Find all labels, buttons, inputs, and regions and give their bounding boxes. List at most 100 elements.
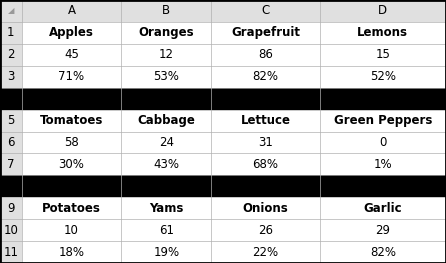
Bar xyxy=(121,88,211,110)
Bar xyxy=(121,44,211,66)
Bar xyxy=(121,241,211,263)
Bar xyxy=(320,132,446,153)
Text: Cabbage: Cabbage xyxy=(137,114,195,127)
Bar xyxy=(0,132,22,153)
Bar xyxy=(320,22,446,44)
Bar xyxy=(22,197,121,219)
Text: Grapefruit: Grapefruit xyxy=(231,26,300,39)
Bar xyxy=(211,0,320,22)
Bar xyxy=(0,175,22,197)
Bar xyxy=(211,219,320,241)
Text: 30%: 30% xyxy=(58,158,84,171)
Text: 52%: 52% xyxy=(370,70,396,83)
Text: A: A xyxy=(67,4,75,17)
Bar xyxy=(320,197,446,219)
Bar xyxy=(320,219,446,241)
Text: 0: 0 xyxy=(379,136,387,149)
Text: 82%: 82% xyxy=(370,246,396,259)
Bar xyxy=(121,110,211,132)
Text: 45: 45 xyxy=(64,48,79,61)
Text: Apples: Apples xyxy=(49,26,94,39)
Text: 7: 7 xyxy=(7,158,15,171)
Bar xyxy=(0,153,22,175)
Bar xyxy=(320,241,446,263)
Bar xyxy=(121,219,211,241)
Bar xyxy=(211,88,320,110)
Bar xyxy=(320,175,446,197)
Bar xyxy=(22,88,121,110)
Text: 86: 86 xyxy=(258,48,273,61)
Bar xyxy=(0,0,22,22)
Text: 11: 11 xyxy=(3,246,18,259)
Bar xyxy=(22,0,121,22)
Text: 29: 29 xyxy=(376,224,390,237)
Text: 5: 5 xyxy=(7,114,15,127)
Text: 18%: 18% xyxy=(58,246,84,259)
Bar xyxy=(22,175,121,197)
Bar xyxy=(121,153,211,175)
Text: 82%: 82% xyxy=(252,70,279,83)
Bar xyxy=(0,197,22,219)
Text: 22%: 22% xyxy=(252,246,279,259)
Bar xyxy=(211,153,320,175)
Bar xyxy=(0,66,22,88)
Bar xyxy=(121,132,211,153)
Text: 68%: 68% xyxy=(252,158,279,171)
Text: C: C xyxy=(261,4,270,17)
Text: Potatoes: Potatoes xyxy=(42,202,101,215)
Bar xyxy=(22,22,121,44)
Text: 2: 2 xyxy=(7,48,15,61)
Text: Lemons: Lemons xyxy=(357,26,409,39)
Bar xyxy=(22,132,121,153)
Bar xyxy=(22,66,121,88)
Bar xyxy=(211,175,320,197)
Bar xyxy=(320,66,446,88)
Bar xyxy=(320,110,446,132)
Text: 12: 12 xyxy=(159,48,174,61)
Text: Green Peppers: Green Peppers xyxy=(334,114,432,127)
Text: 3: 3 xyxy=(7,70,15,83)
Bar xyxy=(121,22,211,44)
Text: 15: 15 xyxy=(376,48,390,61)
Text: Onions: Onions xyxy=(243,202,289,215)
Bar xyxy=(0,88,22,110)
Text: 61: 61 xyxy=(159,224,174,237)
Bar xyxy=(121,0,211,22)
Text: B: B xyxy=(162,4,170,17)
Text: 71%: 71% xyxy=(58,70,84,83)
Bar xyxy=(320,0,446,22)
Bar xyxy=(121,175,211,197)
Text: Tomatoes: Tomatoes xyxy=(40,114,103,127)
Bar xyxy=(211,44,320,66)
Bar xyxy=(0,44,22,66)
Text: 10: 10 xyxy=(64,224,79,237)
Bar xyxy=(22,219,121,241)
Bar xyxy=(0,22,22,44)
Bar xyxy=(22,44,121,66)
Text: 43%: 43% xyxy=(153,158,179,171)
Text: 9: 9 xyxy=(7,202,15,215)
Bar xyxy=(211,66,320,88)
Text: Garlic: Garlic xyxy=(363,202,402,215)
Text: 24: 24 xyxy=(159,136,174,149)
Text: 53%: 53% xyxy=(153,70,179,83)
Bar xyxy=(0,241,22,263)
Text: Oranges: Oranges xyxy=(138,26,194,39)
Bar xyxy=(211,22,320,44)
Text: 31: 31 xyxy=(258,136,273,149)
Text: 10: 10 xyxy=(4,224,18,237)
Text: ◢: ◢ xyxy=(8,7,14,16)
Bar xyxy=(211,132,320,153)
Bar xyxy=(211,110,320,132)
Text: Lettuce: Lettuce xyxy=(240,114,290,127)
Text: 58: 58 xyxy=(64,136,79,149)
Bar xyxy=(211,197,320,219)
Bar xyxy=(211,241,320,263)
Text: 19%: 19% xyxy=(153,246,179,259)
Text: Yams: Yams xyxy=(149,202,183,215)
Bar xyxy=(320,44,446,66)
Bar xyxy=(0,219,22,241)
Text: 26: 26 xyxy=(258,224,273,237)
Bar xyxy=(320,88,446,110)
Text: 1: 1 xyxy=(7,26,15,39)
